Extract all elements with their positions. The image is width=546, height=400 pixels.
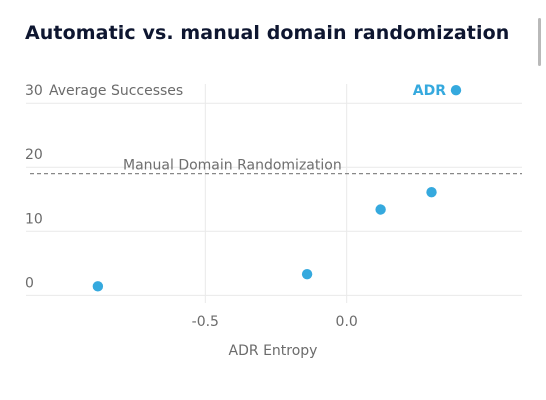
legend: ADR — [413, 83, 462, 99]
data-point — [92, 281, 104, 292]
y-tick-label: 20 — [25, 147, 43, 163]
y-tick-label: 10 — [25, 211, 43, 227]
data-point-layer — [92, 187, 437, 292]
x-axis-label: ADR Entropy — [229, 343, 318, 359]
grid-layer — [26, 84, 522, 303]
y-tick-label: 30 — [25, 83, 43, 99]
reference-line-layer: Manual Domain Randomization — [30, 158, 522, 175]
y-tick-label: 0 — [25, 275, 34, 291]
tick-label-layer: 0 10 20 30 Average Successes -0.5 0.0 — [25, 83, 358, 330]
legend-marker — [450, 85, 462, 96]
data-point — [426, 187, 437, 198]
legend-label: ADR — [413, 83, 446, 99]
data-point — [375, 204, 386, 215]
chart-title: Automatic vs. manual domain randomizatio… — [25, 22, 510, 44]
data-point — [301, 268, 313, 280]
y-axis-label: Average Successes — [49, 83, 183, 99]
scrollbar-thumb[interactable] — [538, 18, 541, 66]
manual-dr-label: Manual Domain Randomization — [123, 158, 342, 174]
x-tick-label: 0.0 — [336, 314, 358, 330]
x-tick-label: -0.5 — [192, 314, 219, 330]
